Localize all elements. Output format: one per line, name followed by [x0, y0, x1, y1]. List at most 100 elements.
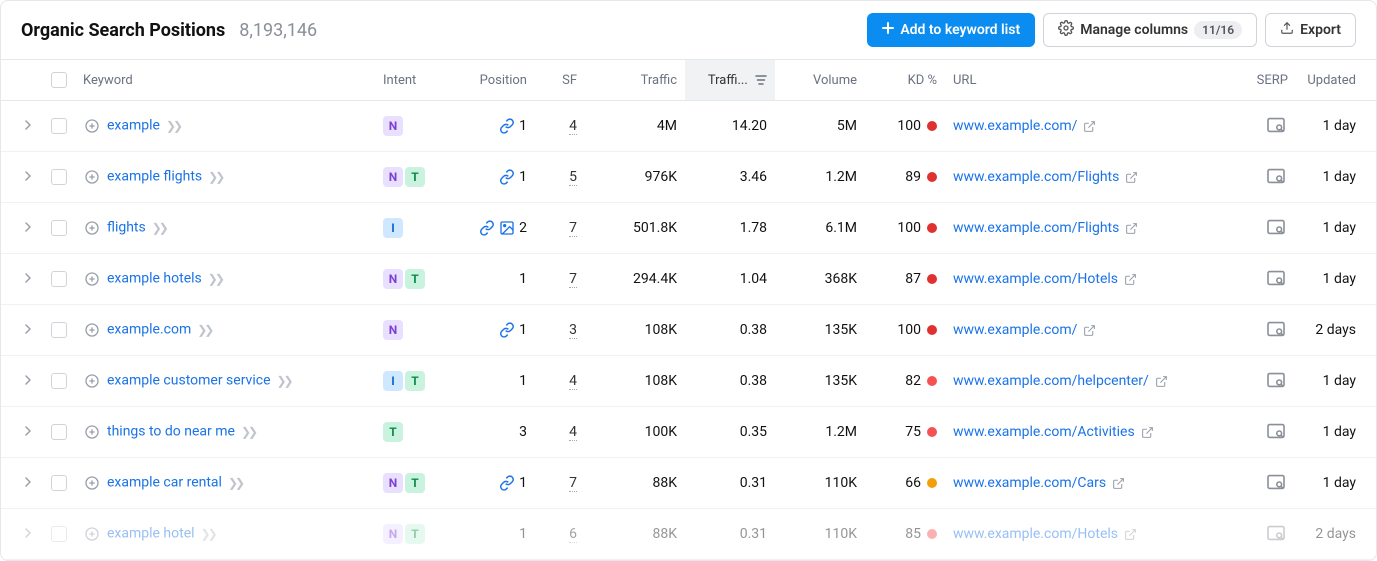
serp-preview-icon[interactable] — [1264, 523, 1288, 543]
external-link-icon[interactable] — [1155, 375, 1168, 388]
intent-badge: T — [405, 473, 425, 493]
col-url[interactable]: URL — [945, 60, 1236, 101]
keyword-link[interactable]: example hotel — [107, 526, 195, 542]
serp-preview-icon[interactable] — [1264, 115, 1288, 135]
kd-value: 75 — [905, 424, 921, 440]
sf-value[interactable]: 4 — [569, 373, 577, 390]
export-button[interactable]: Export — [1265, 13, 1356, 47]
expand-row-icon[interactable] — [21, 375, 35, 385]
expand-row-icon[interactable] — [21, 222, 35, 232]
manage-columns-button[interactable]: Manage columns 11/16 — [1043, 13, 1257, 47]
external-link-icon[interactable] — [1125, 171, 1138, 184]
kd-dot-icon — [927, 121, 937, 131]
row-checkbox[interactable] — [51, 322, 67, 338]
col-intent[interactable]: Intent — [375, 60, 455, 101]
sf-value[interactable]: 3 — [569, 322, 577, 339]
row-checkbox[interactable] — [51, 526, 67, 542]
keyword-link[interactable]: flights — [107, 220, 146, 236]
add-keyword-icon[interactable] — [83, 219, 101, 237]
serp-preview-icon[interactable] — [1264, 421, 1288, 441]
serp-preview-icon[interactable] — [1264, 268, 1288, 288]
add-to-keyword-list-button[interactable]: Add to keyword list — [867, 13, 1035, 47]
expand-row-icon[interactable] — [21, 528, 35, 538]
gear-icon — [1058, 20, 1074, 40]
select-all-checkbox[interactable] — [51, 72, 67, 88]
sf-value[interactable]: 7 — [569, 220, 577, 237]
keyword-link[interactable]: example hotels — [107, 271, 202, 287]
expand-row-icon[interactable] — [21, 120, 35, 130]
row-checkbox[interactable] — [51, 475, 67, 491]
sf-value[interactable]: 7 — [569, 271, 577, 288]
col-updated[interactable]: Updated — [1296, 60, 1376, 101]
col-sf[interactable]: SF — [535, 60, 585, 101]
kd-value: 89 — [905, 169, 921, 185]
add-keyword-icon[interactable] — [83, 372, 101, 390]
intent-cell: N — [375, 305, 455, 356]
external-link-icon[interactable] — [1125, 222, 1138, 235]
sf-value[interactable]: 7 — [569, 475, 577, 492]
row-checkbox[interactable] — [51, 220, 67, 236]
col-keyword[interactable]: Keyword — [75, 60, 375, 101]
url-link[interactable]: www.example.com/Cars — [953, 475, 1106, 491]
url-link[interactable]: www.example.com/Activities — [953, 424, 1135, 440]
expand-row-icon[interactable] — [21, 426, 35, 436]
kd-cell: 100 — [865, 203, 945, 254]
url-link[interactable]: www.example.com/Hotels — [953, 526, 1118, 542]
add-keyword-icon[interactable] — [83, 168, 101, 186]
serp-preview-icon[interactable] — [1264, 319, 1288, 339]
add-keyword-icon[interactable] — [83, 117, 101, 135]
sf-value[interactable]: 4 — [569, 424, 577, 441]
external-link-icon[interactable] — [1124, 273, 1137, 286]
external-link-icon[interactable] — [1124, 528, 1137, 541]
intent-badge: T — [405, 524, 425, 544]
col-serp[interactable]: SERP — [1236, 60, 1296, 101]
keyword-link[interactable]: example — [107, 118, 160, 134]
row-checkbox[interactable] — [51, 424, 67, 440]
expand-row-icon[interactable] — [21, 477, 35, 487]
kd-dot-icon — [927, 427, 937, 437]
row-checkbox[interactable] — [51, 373, 67, 389]
add-keyword-icon[interactable] — [83, 270, 101, 288]
intent-badge: I — [383, 371, 403, 391]
external-link-icon[interactable] — [1083, 324, 1096, 337]
serp-preview-icon[interactable] — [1264, 217, 1288, 237]
row-checkbox[interactable] — [51, 118, 67, 134]
external-link-icon[interactable] — [1141, 426, 1154, 439]
sf-value[interactable]: 6 — [569, 526, 577, 543]
col-traffic-pct[interactable]: Traffi... — [685, 60, 775, 101]
serp-preview-icon[interactable] — [1264, 370, 1288, 390]
add-keyword-icon[interactable] — [83, 474, 101, 492]
serp-preview-icon[interactable] — [1264, 472, 1288, 492]
serp-preview-icon[interactable] — [1264, 166, 1288, 186]
intent-cell: N — [375, 101, 455, 152]
external-link-icon[interactable] — [1112, 477, 1125, 490]
add-keyword-icon[interactable] — [83, 423, 101, 441]
row-checkbox[interactable] — [51, 271, 67, 287]
expand-row-icon[interactable] — [21, 171, 35, 181]
add-keyword-icon[interactable] — [83, 321, 101, 339]
sf-value[interactable]: 5 — [569, 169, 577, 186]
row-checkbox[interactable] — [51, 169, 67, 185]
add-button-label: Add to keyword list — [900, 22, 1020, 38]
add-keyword-icon[interactable] — [83, 525, 101, 543]
keyword-link[interactable]: things to do near me — [107, 424, 235, 440]
url-link[interactable]: www.example.com/Flights — [953, 220, 1119, 236]
keyword-link[interactable]: example car rental — [107, 475, 222, 491]
expand-row-icon[interactable] — [21, 324, 35, 334]
external-link-icon[interactable] — [1083, 120, 1096, 133]
sf-value[interactable]: 4 — [569, 118, 577, 135]
keyword-link[interactable]: example.com — [107, 322, 191, 338]
col-kd[interactable]: KD % — [865, 60, 945, 101]
url-link[interactable]: www.example.com/ — [953, 118, 1077, 134]
kd-cell: 75 — [865, 407, 945, 458]
keyword-link[interactable]: example customer service — [107, 373, 271, 389]
expand-row-icon[interactable] — [21, 273, 35, 283]
col-volume[interactable]: Volume — [775, 60, 865, 101]
url-link[interactable]: www.example.com/helpcenter/ — [953, 373, 1149, 389]
col-position[interactable]: Position — [455, 60, 535, 101]
keyword-link[interactable]: example flights — [107, 169, 202, 185]
url-link[interactable]: www.example.com/Hotels — [953, 271, 1118, 287]
url-link[interactable]: www.example.com/ — [953, 322, 1077, 338]
col-traffic[interactable]: Traffic — [585, 60, 685, 101]
url-link[interactable]: www.example.com/Flights — [953, 169, 1119, 185]
